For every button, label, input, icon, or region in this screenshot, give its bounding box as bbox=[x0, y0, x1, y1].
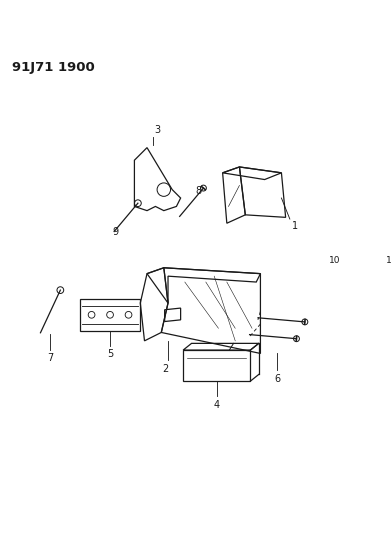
Text: 10: 10 bbox=[328, 256, 340, 265]
Text: 11: 11 bbox=[386, 256, 391, 265]
Text: 2: 2 bbox=[162, 364, 169, 374]
Text: 91J71 1900: 91J71 1900 bbox=[12, 61, 95, 74]
Text: 1: 1 bbox=[292, 221, 298, 231]
Text: 3: 3 bbox=[154, 125, 161, 135]
Text: 9: 9 bbox=[113, 228, 119, 237]
Text: 8: 8 bbox=[196, 185, 202, 196]
Text: 6: 6 bbox=[274, 374, 280, 384]
Text: 4: 4 bbox=[214, 400, 220, 410]
Text: 7: 7 bbox=[47, 353, 54, 363]
Text: 5: 5 bbox=[107, 349, 113, 359]
